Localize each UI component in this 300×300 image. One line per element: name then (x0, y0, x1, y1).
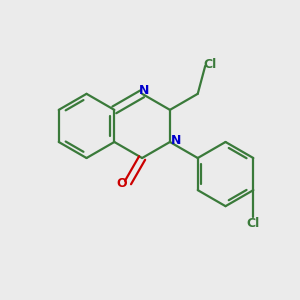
Text: Cl: Cl (203, 58, 216, 71)
Text: N: N (138, 84, 149, 98)
Text: O: O (117, 178, 128, 190)
Text: Cl: Cl (247, 217, 260, 230)
Text: N: N (171, 134, 182, 147)
